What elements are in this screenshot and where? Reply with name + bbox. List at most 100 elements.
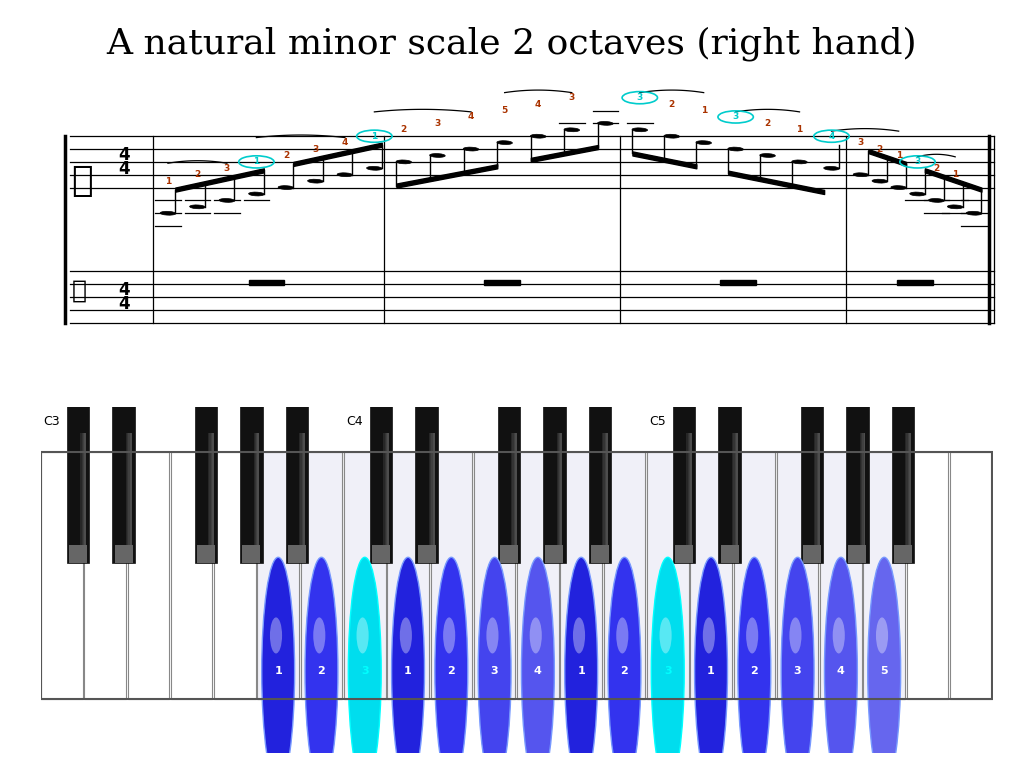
Bar xyxy=(243,545,260,563)
Bar xyxy=(430,452,472,699)
Text: 2: 2 xyxy=(751,667,758,677)
Bar xyxy=(115,545,133,563)
Bar xyxy=(863,452,905,699)
Bar xyxy=(801,398,823,563)
Bar xyxy=(433,432,434,548)
Ellipse shape xyxy=(307,179,324,183)
Bar xyxy=(299,432,301,548)
Bar xyxy=(344,452,385,699)
Text: 1: 1 xyxy=(253,157,259,167)
Bar xyxy=(907,432,909,548)
Bar xyxy=(512,432,514,548)
Ellipse shape xyxy=(792,160,807,164)
Bar xyxy=(814,432,816,548)
Bar xyxy=(517,452,559,699)
Circle shape xyxy=(738,558,771,768)
Text: 3: 3 xyxy=(224,164,230,173)
Text: 3: 3 xyxy=(794,667,802,677)
Circle shape xyxy=(391,558,425,768)
Text: 2: 2 xyxy=(933,164,939,173)
Ellipse shape xyxy=(598,121,613,125)
Text: 4: 4 xyxy=(118,160,129,178)
Bar xyxy=(286,398,308,563)
Text: 1: 1 xyxy=(274,667,282,677)
Text: 5: 5 xyxy=(502,106,508,115)
Text: 1: 1 xyxy=(708,667,715,677)
Ellipse shape xyxy=(530,134,546,138)
Bar xyxy=(894,545,912,563)
Ellipse shape xyxy=(399,617,412,654)
Bar xyxy=(418,545,436,563)
Bar xyxy=(863,432,865,548)
Ellipse shape xyxy=(486,617,499,654)
Bar xyxy=(385,432,386,548)
Ellipse shape xyxy=(249,192,264,196)
Text: 2: 2 xyxy=(877,144,883,154)
Bar xyxy=(302,432,303,548)
Bar xyxy=(733,452,775,699)
Text: 2: 2 xyxy=(669,100,675,108)
Bar xyxy=(736,432,737,548)
Text: 4: 4 xyxy=(468,112,474,121)
Text: 2: 2 xyxy=(621,667,629,677)
Text: 1: 1 xyxy=(578,667,585,677)
Bar xyxy=(514,432,515,548)
Text: 1: 1 xyxy=(797,125,803,134)
Text: 3: 3 xyxy=(637,93,643,102)
Bar xyxy=(256,432,258,548)
Bar xyxy=(690,432,692,548)
Text: 2: 2 xyxy=(195,170,201,179)
Bar xyxy=(846,398,868,563)
Text: 1: 1 xyxy=(165,177,171,186)
Circle shape xyxy=(867,558,901,768)
Bar xyxy=(81,432,82,548)
Text: 4: 4 xyxy=(118,146,129,164)
Bar xyxy=(734,432,736,548)
Bar xyxy=(863,452,905,699)
Text: 2: 2 xyxy=(447,667,456,677)
Text: 3: 3 xyxy=(434,119,440,127)
Circle shape xyxy=(608,558,641,768)
Text: C3: C3 xyxy=(43,415,59,428)
Ellipse shape xyxy=(356,617,369,654)
Bar xyxy=(557,432,558,548)
Text: A natural minor scale 2 octaves (right hand): A natural minor scale 2 octaves (right h… xyxy=(106,27,918,61)
Bar xyxy=(647,452,688,699)
Text: 2: 2 xyxy=(283,151,289,160)
Bar xyxy=(892,398,914,563)
Ellipse shape xyxy=(664,134,680,138)
Bar xyxy=(195,398,217,563)
Text: 2: 2 xyxy=(400,125,407,134)
Bar xyxy=(498,398,520,563)
Ellipse shape xyxy=(929,198,944,202)
Bar xyxy=(545,545,563,563)
Ellipse shape xyxy=(823,167,840,170)
Bar xyxy=(41,452,83,699)
Bar xyxy=(69,545,87,563)
Text: 3: 3 xyxy=(914,157,921,167)
Bar xyxy=(515,432,517,548)
Bar xyxy=(113,398,135,563)
Text: 2: 2 xyxy=(317,667,326,677)
Text: 3: 3 xyxy=(312,144,318,154)
Ellipse shape xyxy=(947,205,963,209)
Text: 1: 1 xyxy=(404,667,412,677)
Circle shape xyxy=(521,558,554,768)
Ellipse shape xyxy=(443,617,456,654)
Bar xyxy=(905,432,907,548)
Bar xyxy=(84,432,86,548)
Bar xyxy=(300,432,302,548)
Bar xyxy=(214,452,256,699)
Bar xyxy=(673,398,695,563)
Bar xyxy=(803,545,821,563)
Bar xyxy=(690,452,732,699)
Bar xyxy=(560,452,602,699)
Ellipse shape xyxy=(463,147,479,151)
Ellipse shape xyxy=(632,128,647,131)
Bar xyxy=(733,432,735,548)
Text: 2: 2 xyxy=(765,119,771,127)
Bar xyxy=(604,432,606,548)
Bar xyxy=(126,432,128,548)
Bar xyxy=(67,398,89,563)
Circle shape xyxy=(305,558,338,768)
